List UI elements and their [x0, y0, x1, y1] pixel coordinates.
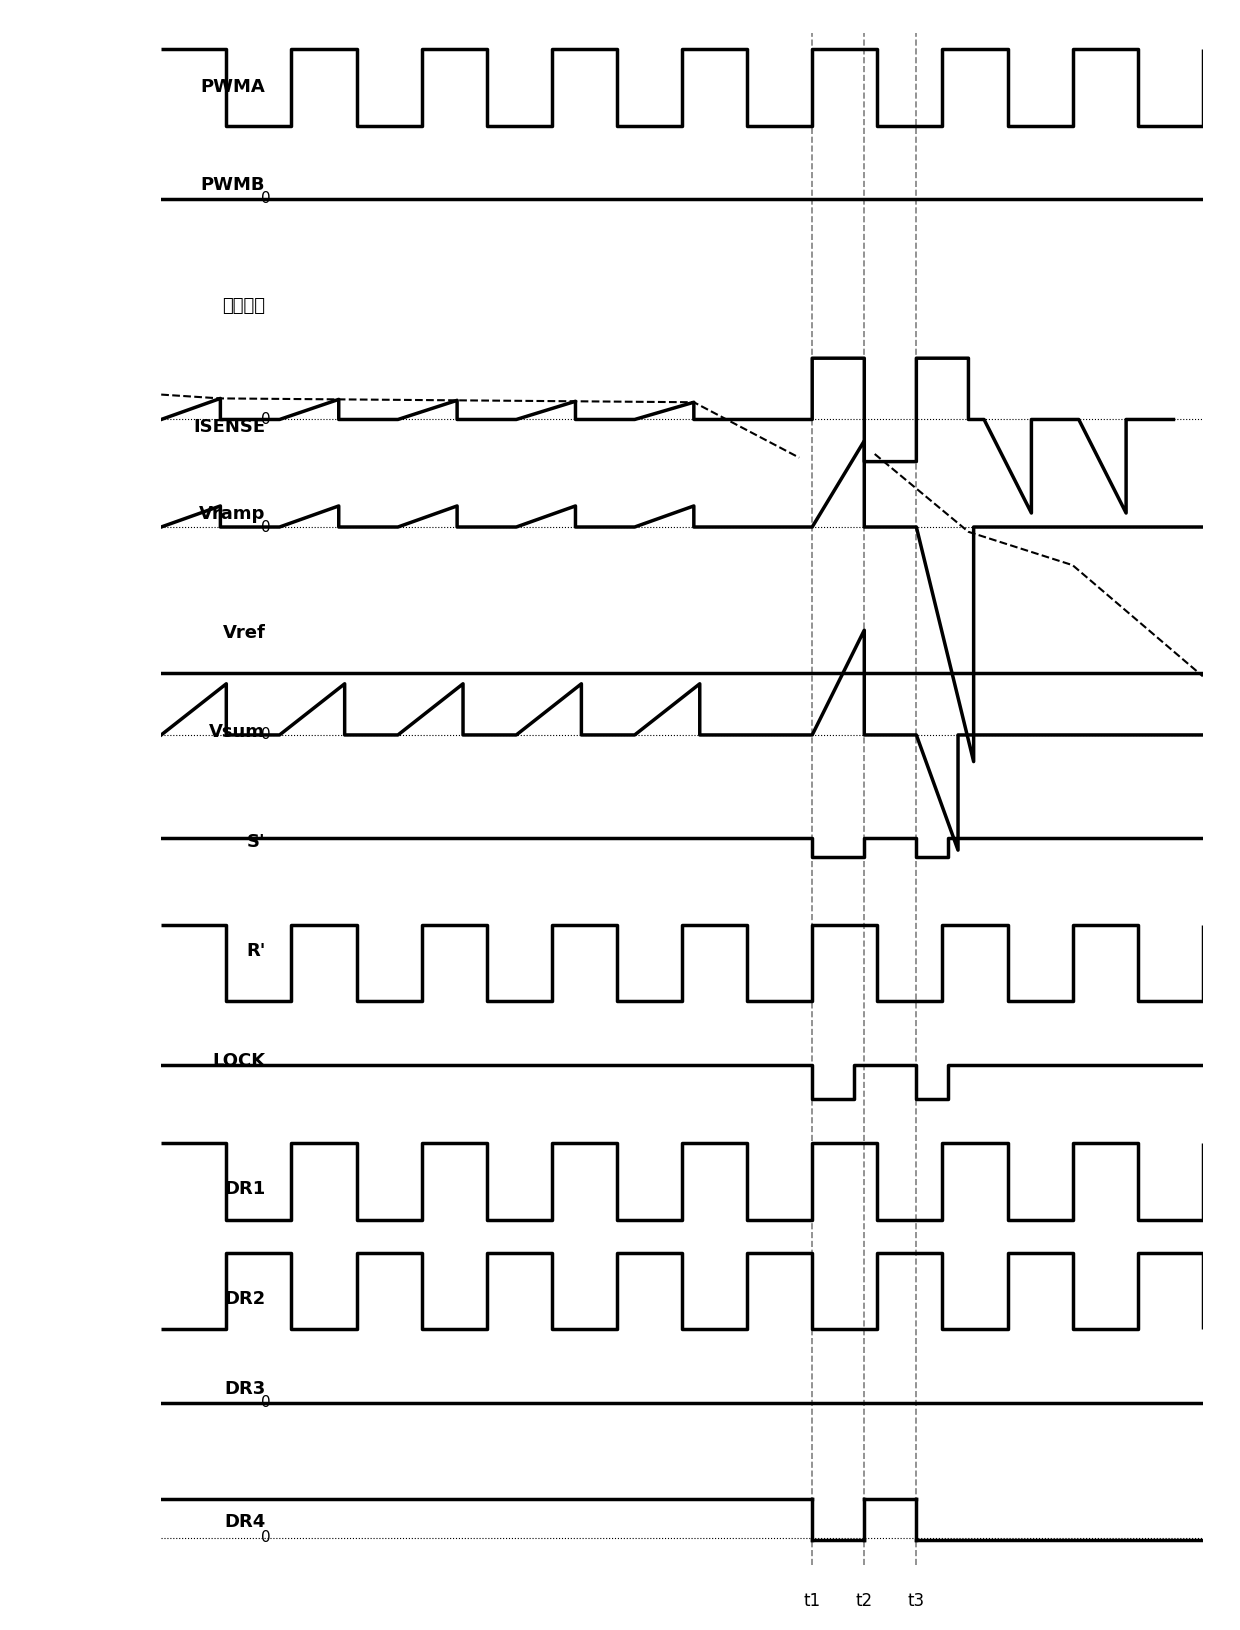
Text: t2: t2	[856, 1593, 873, 1610]
Text: 电感电流: 电感电流	[222, 297, 265, 315]
Text: LOCK: LOCK	[212, 1051, 265, 1069]
Text: DR4: DR4	[224, 1513, 265, 1531]
Text: t3: t3	[908, 1593, 925, 1610]
Text: Vsum: Vsum	[210, 724, 265, 742]
Text: t1: t1	[804, 1593, 821, 1610]
Text: R': R'	[246, 942, 265, 960]
Text: 0: 0	[260, 520, 270, 535]
Text: DR2: DR2	[224, 1289, 265, 1307]
Text: 0: 0	[260, 1531, 270, 1545]
Text: S': S'	[247, 833, 265, 851]
Text: 0: 0	[260, 191, 270, 205]
Text: 0: 0	[260, 412, 270, 427]
Text: PWMB: PWMB	[201, 176, 265, 194]
Text: 0: 0	[260, 727, 270, 742]
Text: DR3: DR3	[224, 1381, 265, 1399]
Text: Vref: Vref	[222, 624, 265, 642]
Text: Vramp: Vramp	[198, 505, 265, 523]
Text: PWMA: PWMA	[201, 78, 265, 96]
Text: DR1: DR1	[224, 1180, 265, 1198]
Text: ISENSE: ISENSE	[193, 419, 265, 437]
Text: 0: 0	[260, 1395, 270, 1410]
